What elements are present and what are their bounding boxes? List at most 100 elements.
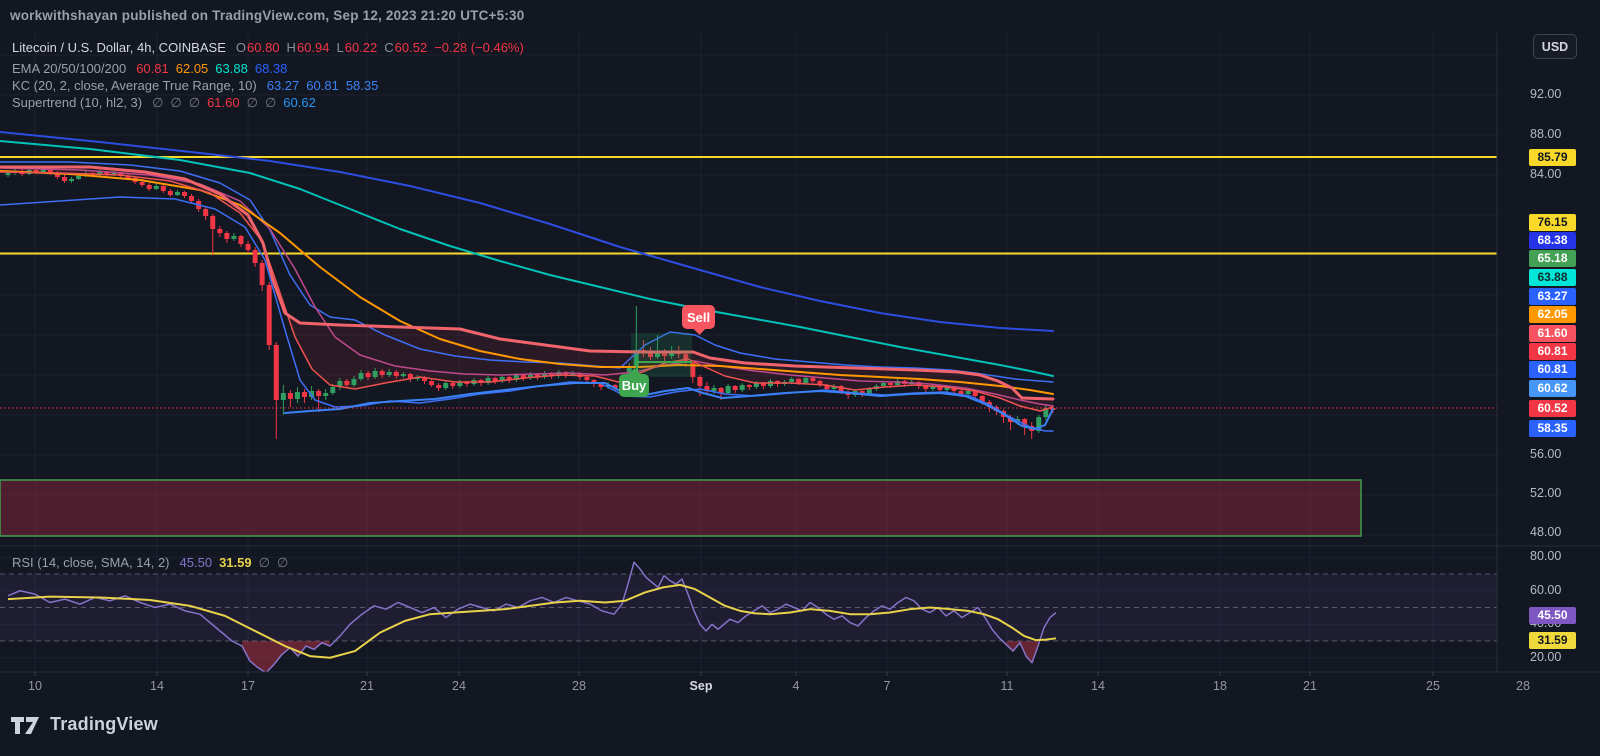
candle-body[interactable] bbox=[669, 351, 675, 356]
candle-body[interactable] bbox=[598, 384, 604, 387]
candle-body[interactable] bbox=[160, 186, 166, 191]
candle-body[interactable] bbox=[245, 244, 251, 250]
candle-body[interactable] bbox=[690, 363, 696, 377]
candle-body[interactable] bbox=[725, 386, 731, 393]
candle-body[interactable] bbox=[697, 377, 703, 386]
candle-body[interactable] bbox=[61, 177, 67, 181]
candle-body[interactable] bbox=[895, 381, 901, 385]
candle-body[interactable] bbox=[231, 236, 237, 239]
candle-body[interactable] bbox=[1036, 417, 1042, 431]
candle-body[interactable] bbox=[316, 391, 322, 396]
candle-body[interactable] bbox=[965, 391, 971, 394]
legend-row-3[interactable]: Supertrend (10, hl2, 3) ∅ ∅ ∅ 61.60 ∅ ∅ 60.62 bbox=[12, 95, 323, 111]
candle-body[interactable] bbox=[266, 285, 272, 345]
candle-body[interactable] bbox=[859, 391, 865, 394]
candle-body[interactable] bbox=[972, 391, 978, 396]
candle-body[interactable] bbox=[393, 372, 399, 376]
candle-body[interactable] bbox=[796, 379, 802, 383]
candle-body[interactable] bbox=[125, 176, 131, 178]
candle-body[interactable] bbox=[351, 379, 357, 385]
candle-body[interactable] bbox=[880, 383, 886, 386]
tradingview-branding[interactable]: TradingView bbox=[10, 710, 158, 738]
candle-body[interactable] bbox=[422, 377, 428, 381]
candle-body[interactable] bbox=[838, 386, 844, 392]
candle-body[interactable] bbox=[5, 173, 11, 175]
candle-body[interactable] bbox=[605, 385, 611, 387]
candle-body[interactable] bbox=[866, 389, 872, 394]
candle-body[interactable] bbox=[527, 374, 533, 378]
candle-body[interactable] bbox=[542, 373, 548, 377]
legend-row-1[interactable]: EMA 20/50/100/200 60.81 62.05 63.88 68.38 bbox=[12, 61, 294, 76]
rsi-legend-row[interactable]: RSI (14, close, SMA, 14, 2) 45.50 31.59 ∅ ∅ bbox=[12, 555, 295, 571]
candle-body[interactable] bbox=[888, 383, 893, 385]
candle-body[interactable] bbox=[789, 379, 795, 382]
candle-body[interactable] bbox=[683, 354, 689, 363]
candle-body[interactable] bbox=[372, 371, 378, 377]
candle-body[interactable] bbox=[711, 388, 717, 391]
legend-row-2[interactable]: KC (20, 2, close, Average True Range, 10… bbox=[12, 78, 385, 93]
candle-body[interactable] bbox=[287, 393, 293, 399]
candle-body[interactable] bbox=[1043, 408, 1049, 417]
candle-body[interactable] bbox=[951, 387, 957, 391]
candle-body[interactable] bbox=[400, 374, 406, 376]
candle-body[interactable] bbox=[365, 373, 371, 377]
candle-body[interactable] bbox=[217, 229, 223, 233]
candle-body[interactable] bbox=[174, 192, 180, 195]
candle-body[interactable] bbox=[937, 386, 943, 390]
candle-body[interactable] bbox=[633, 350, 639, 367]
candle-body[interactable] bbox=[958, 391, 964, 394]
candle-body[interactable] bbox=[139, 182, 145, 185]
candle-body[interactable] bbox=[457, 382, 463, 386]
candle-body[interactable] bbox=[746, 385, 752, 387]
candle-body[interactable] bbox=[923, 386, 929, 389]
candle-body[interactable] bbox=[450, 383, 456, 386]
candle-body[interactable] bbox=[323, 393, 329, 396]
candle-body[interactable] bbox=[655, 352, 661, 357]
buy-marker[interactable]: Buy bbox=[619, 368, 649, 397]
candle-body[interactable] bbox=[817, 381, 823, 385]
candle-body[interactable] bbox=[944, 387, 950, 390]
candle-body[interactable] bbox=[259, 263, 265, 285]
candle-body[interactable] bbox=[803, 378, 809, 383]
candle-body[interactable] bbox=[704, 386, 710, 391]
candle-body[interactable] bbox=[97, 172, 103, 175]
candle-body[interactable] bbox=[831, 386, 837, 389]
candle-body[interactable] bbox=[718, 388, 724, 393]
candle-body[interactable] bbox=[69, 179, 75, 181]
candle-body[interactable] bbox=[485, 378, 491, 383]
candle-body[interactable] bbox=[309, 391, 315, 397]
candle-body[interactable] bbox=[337, 381, 343, 387]
candle-body[interactable] bbox=[203, 209, 209, 216]
candle-body[interactable] bbox=[224, 233, 230, 239]
candle-body[interactable] bbox=[739, 385, 745, 390]
candle-body[interactable] bbox=[54, 173, 60, 177]
candle-body[interactable] bbox=[111, 173, 117, 175]
candle-body[interactable] bbox=[930, 386, 936, 389]
candle-body[interactable] bbox=[1022, 419, 1028, 426]
candle-body[interactable] bbox=[386, 372, 392, 375]
candle-body[interactable] bbox=[40, 169, 46, 172]
candle-body[interactable] bbox=[760, 383, 766, 386]
candle-body[interactable] bbox=[443, 383, 449, 388]
candle-body[interactable] bbox=[492, 378, 498, 381]
candle-body[interactable] bbox=[436, 385, 442, 388]
candle-body[interactable] bbox=[732, 386, 738, 390]
candle-body[interactable] bbox=[549, 373, 555, 376]
candle-body[interactable] bbox=[810, 378, 816, 381]
candle-body[interactable] bbox=[47, 169, 53, 173]
candle-body[interactable] bbox=[33, 170, 39, 172]
candle-body[interactable] bbox=[520, 375, 526, 378]
candle-body[interactable] bbox=[513, 375, 519, 380]
candle-body[interactable] bbox=[76, 176, 82, 179]
candle-body[interactable] bbox=[570, 373, 576, 375]
candle-body[interactable] bbox=[280, 393, 286, 400]
candle-body[interactable] bbox=[584, 377, 590, 380]
candle-body[interactable] bbox=[824, 385, 830, 389]
candle-body[interactable] bbox=[407, 374, 413, 379]
candle-body[interactable] bbox=[464, 382, 470, 384]
candle-body[interactable] bbox=[182, 192, 187, 196]
candle-body[interactable] bbox=[979, 396, 985, 402]
candle-body[interactable] bbox=[302, 392, 308, 397]
candle-body[interactable] bbox=[153, 186, 159, 189]
